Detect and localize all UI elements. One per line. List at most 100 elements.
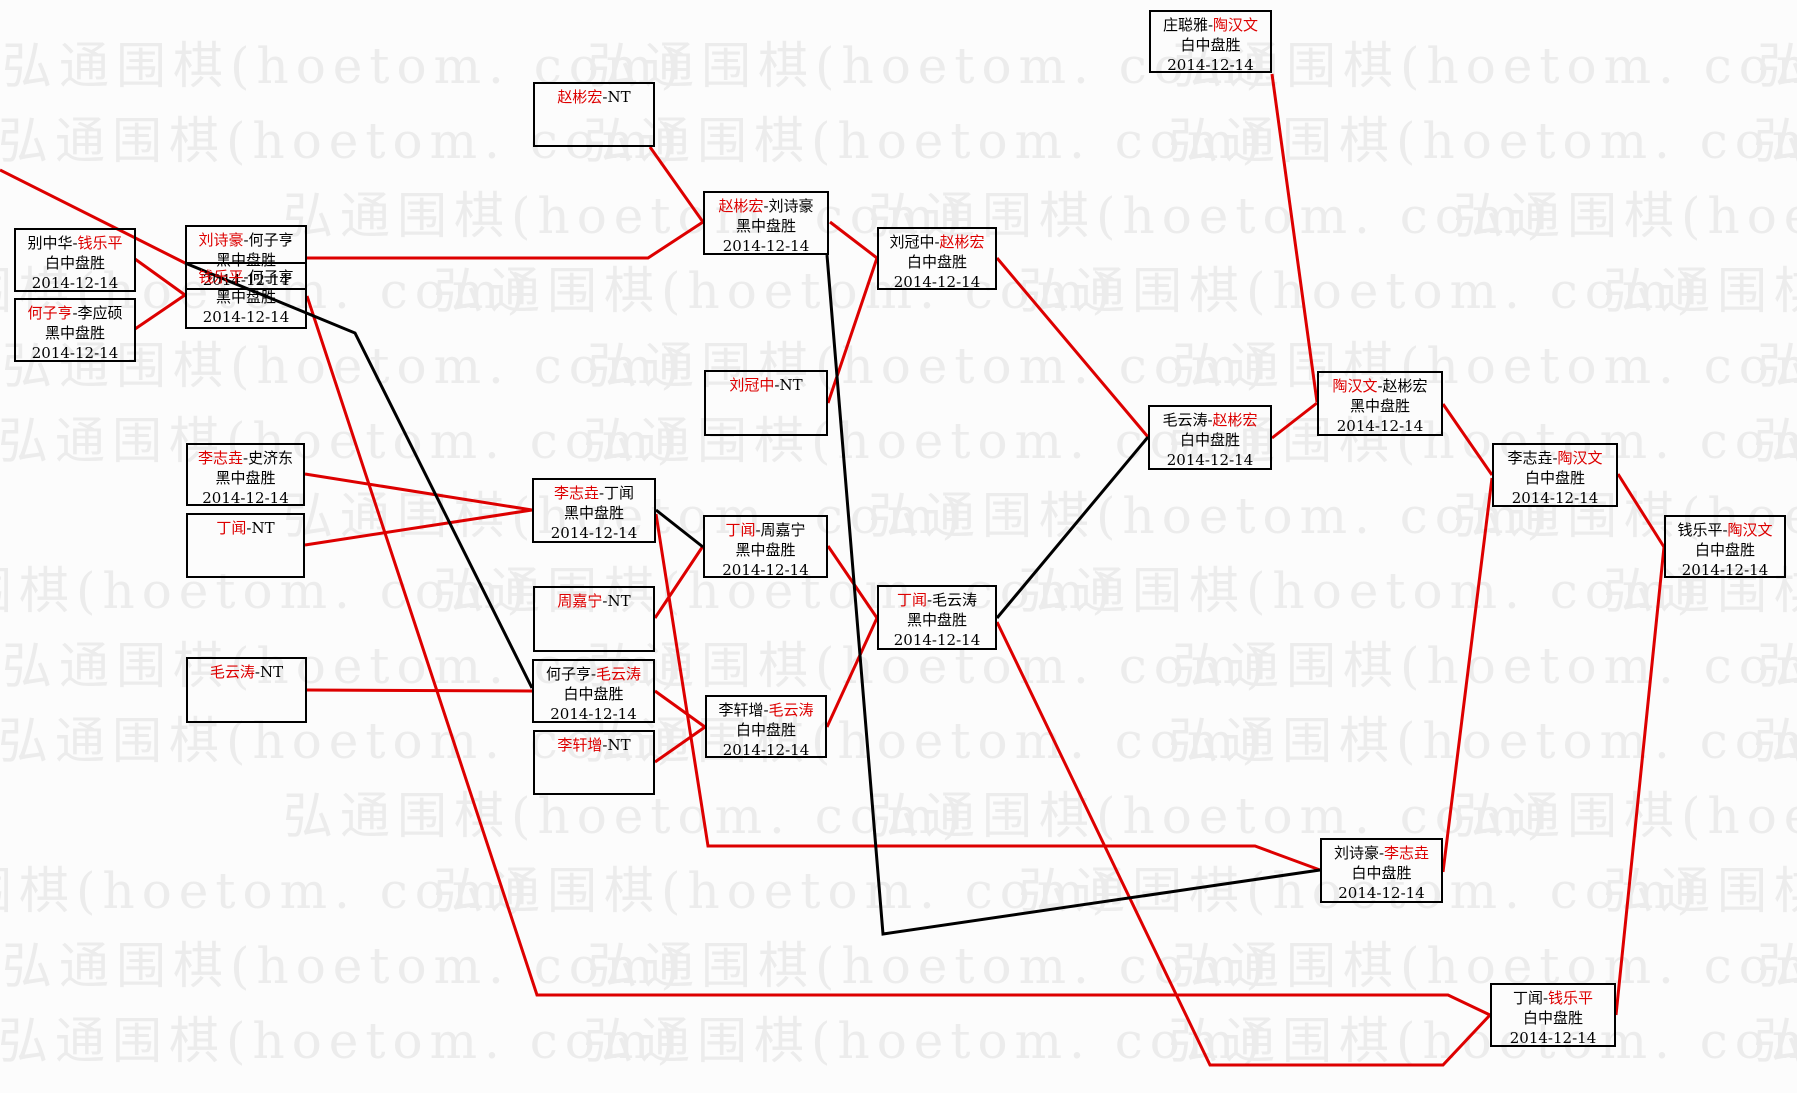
red-connector-line — [654, 725, 706, 764]
match-players: 毛云涛-赵彬宏 — [1150, 410, 1270, 430]
player2-name: 毛云涛 — [596, 665, 642, 683]
match-result: 黑中盘胜 — [735, 541, 796, 559]
vs-dash: - — [763, 197, 769, 215]
match-result: 白中盘胜 — [1524, 469, 1585, 487]
red-connector-line — [648, 146, 705, 223]
watermark-text: 弘通围棋(hoetom. com) — [2, 37, 687, 95]
match-result: 白中盘胜 — [1179, 431, 1240, 449]
match-date: 2014-12-14 — [1336, 417, 1424, 435]
match-box-n1: 丁闻-毛云涛 黑中盘胜 2014-12-14 — [877, 585, 997, 650]
match-players: 周嘉宁-NT — [535, 591, 653, 611]
black-connector-line — [825, 254, 1321, 936]
match-date: 2014-12-14 — [893, 631, 981, 649]
match-players: 刘诗豪-何子亨 — [187, 230, 305, 250]
red-connector-line — [1270, 73, 1319, 403]
match-players: 钱乐平-陶汉文 — [1666, 520, 1784, 540]
player1-name: 毛云涛 — [1162, 411, 1208, 429]
match-result: 白中盘胜 — [1180, 36, 1241, 54]
player2-name: 周嘉宁 — [760, 521, 806, 539]
match-players: 丁闻-毛云涛 — [879, 590, 995, 610]
watermark-text: 弘通围棋(hoetom. com) — [1753, 1012, 1797, 1070]
vs-dash: - — [598, 484, 605, 502]
player2-name: 毛云涛 — [932, 591, 978, 609]
match-date: 2014-12-14 — [202, 308, 290, 326]
watermark-text: 弘通围棋(hoetom. com) — [1753, 712, 1797, 770]
watermark-text: 弘通围棋(hoetom. com) — [0, 112, 683, 170]
match-date: 2014-12-14 — [202, 271, 290, 289]
match-result: 黑中盘胜 — [44, 324, 105, 342]
watermark-text: 弘通围棋(hoetom. com) — [1757, 637, 1797, 695]
match-players: 李轩增-毛云涛 — [707, 700, 825, 720]
player1-name: 陶汉文 — [1332, 377, 1378, 395]
player1-name: 赵彬宏 — [718, 197, 764, 215]
match-date: 2014-12-14 — [31, 274, 119, 292]
match-box-c1: 赵彬宏-NT — [533, 82, 655, 147]
match-date: 2014-12-14 — [550, 705, 637, 723]
vs-dash: - — [1552, 449, 1558, 467]
match-result: 黑中盘胜 — [563, 504, 624, 522]
player2-name: NT — [607, 88, 631, 106]
black-connector-line — [995, 436, 1150, 619]
match-players: 丁闻-NT — [188, 518, 303, 538]
match-result: 黑中盘胜 — [735, 217, 796, 235]
vs-dash: - — [1542, 989, 1549, 1007]
player2-name: 陶汉文 — [1727, 521, 1773, 539]
player2-name: 李应硕 — [77, 304, 123, 322]
red-connector-line — [306, 688, 533, 693]
black-connector-line — [655, 508, 704, 549]
player1-name: 别中华 — [27, 234, 73, 252]
red-connector-line — [825, 617, 879, 728]
player1-name: 庄聪雅 — [1162, 16, 1208, 34]
match-box-l3: 何子亨-毛云涛 白中盘胜 2014-12-14 — [532, 659, 655, 723]
watermark-text: 弘通围棋(hoetom. com) — [1753, 412, 1797, 470]
match-players: 李志垚-丁闻 — [534, 483, 654, 503]
match-box-k2: 丁闻-NT — [186, 513, 305, 578]
vs-dash: - — [246, 519, 252, 537]
match-players: 李轩增-NT — [535, 735, 653, 755]
match-box-d1: 赵彬宏-刘诗豪 黑中盘胜 2014-12-14 — [703, 191, 829, 255]
match-result: 白中盘胜 — [735, 721, 796, 739]
match-box-l4: 李轩增-NT — [533, 730, 655, 795]
match-date: 2014-12-14 — [1681, 561, 1769, 579]
match-players: 毛云涛-NT — [188, 662, 305, 682]
match-players: 李志垚-陶汉文 — [1494, 448, 1616, 468]
vs-dash: - — [242, 449, 249, 467]
watermark-text: 弘通围棋(hoetom. com) — [1453, 187, 1797, 245]
player2-name: 钱乐平 — [77, 234, 123, 252]
player1-name: 赵彬宏 — [557, 88, 603, 106]
match-date: 2014-12-14 — [550, 524, 638, 542]
player2-name: 陶汉文 — [1557, 449, 1603, 467]
watermark-text: 弘通围棋(hoetom. com) — [583, 112, 1268, 170]
player1-name: 李轩增 — [557, 736, 603, 754]
player1-name: 丁闻 — [216, 519, 247, 537]
match-result: 白中盘胜 — [1522, 1009, 1583, 1027]
watermark-text: 弘通围棋(hoetom. com) — [2, 337, 687, 395]
match-result: 白中盘胜 — [563, 685, 624, 703]
player2-name: NT — [779, 376, 803, 394]
player1-name: 何子亨 — [27, 304, 73, 322]
player1-name: 何子亨 — [545, 665, 591, 683]
watermark-text: 弘通围棋(hoetom. com) — [1168, 712, 1797, 770]
player2-name: NT — [251, 519, 275, 537]
player2-name: 史济东 — [248, 449, 294, 467]
match-date: 2014-12-14 — [202, 489, 289, 507]
match-players: 李志垚-史济东 — [188, 448, 303, 468]
watermark-text: 弘通围棋(hoetom. com) — [0, 862, 533, 920]
vs-dash: - — [72, 234, 78, 252]
match-players: 丁闻-周嘉宁 — [705, 520, 826, 540]
vs-dash: - — [1722, 521, 1728, 539]
player2-name: NT — [607, 736, 631, 754]
match-players: 刘诗豪-李志垚 — [1322, 843, 1441, 863]
match-box-b1: 刘诗豪-何子亨 黑中盘胜 2014-12-14 — [185, 225, 307, 290]
watermark-text: 弘通围棋(hoetom. com) — [1018, 262, 1703, 320]
match-date: 2014-12-14 — [1167, 56, 1254, 74]
watermark-text: 弘通围棋(hoetom. com) — [1757, 937, 1797, 995]
player1-name: 丁闻 — [1512, 989, 1543, 1007]
red-connector-line — [995, 257, 1150, 438]
vs-dash: - — [254, 663, 260, 681]
red-connector-line — [134, 293, 186, 331]
red-connector-line — [653, 545, 705, 619]
match-box-l1: 李志垚-丁闻 黑中盘胜 2014-12-14 — [532, 478, 656, 543]
watermark-text: 弘通围棋(hoetom. com) — [0, 412, 683, 470]
